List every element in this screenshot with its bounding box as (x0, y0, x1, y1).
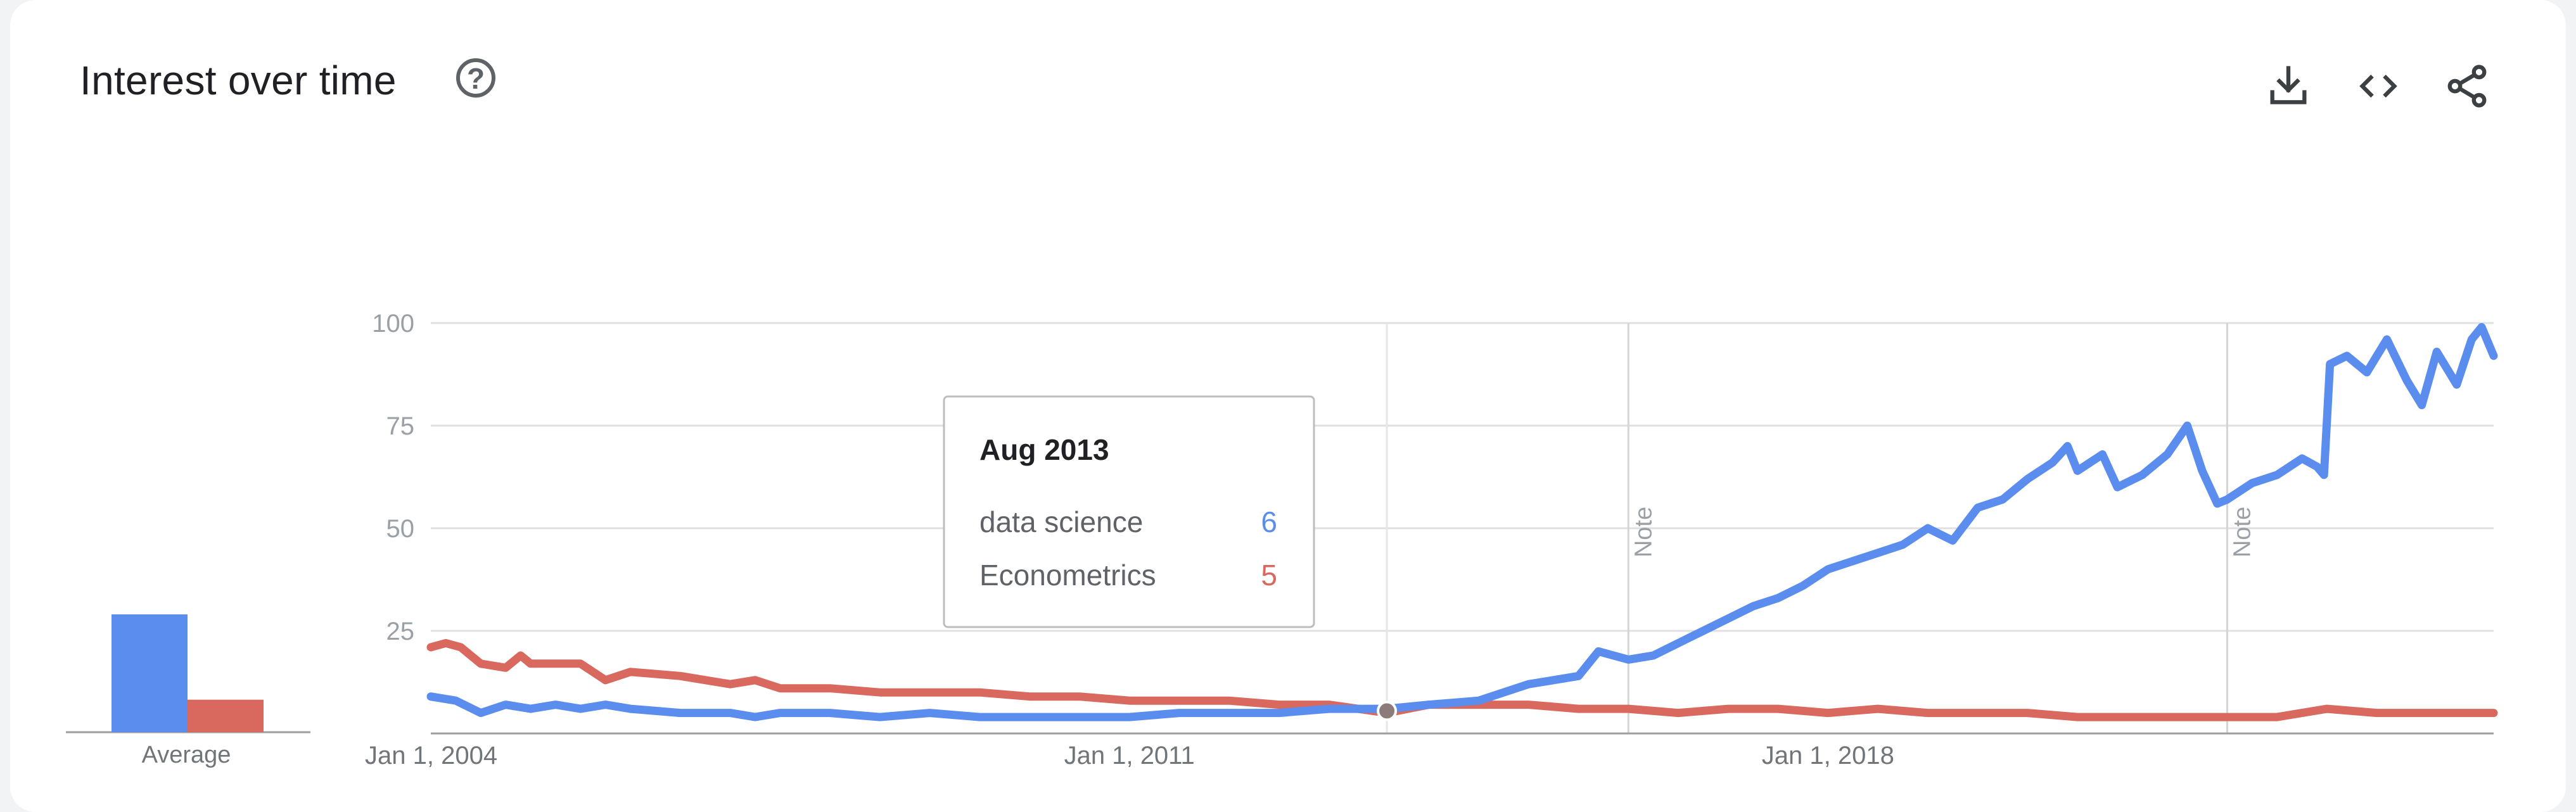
download-icon (2270, 66, 2307, 105)
tooltip-row-label: Econometrics (979, 559, 1156, 592)
card-title: Interest over time (80, 58, 397, 103)
y-tick-label: 25 (386, 618, 415, 645)
average-bar (188, 699, 264, 732)
share-button[interactable] (2443, 62, 2491, 110)
embed-button[interactable] (2354, 62, 2402, 110)
x-tick-label: Jan 1, 2018 (1762, 742, 1894, 770)
y-tick-label: 50 (386, 515, 415, 543)
tooltip-row-label: data science (979, 505, 1143, 538)
download-button[interactable] (2264, 62, 2312, 110)
y-tick-label: 75 (386, 412, 415, 440)
series-line-data-science (426, 323, 2498, 721)
average-bar (112, 614, 188, 732)
tooltip-row-value: 5 (1261, 559, 1277, 592)
tooltip-row-value: 6 (1261, 505, 1277, 538)
y-tick-label: 100 (372, 310, 414, 338)
hover-point (1377, 701, 1398, 721)
note-label: Note (2229, 507, 2255, 557)
code-icon (2359, 74, 2397, 98)
note-label: Note (1630, 507, 1657, 557)
x-tick-label: Jan 1, 2004 (365, 742, 497, 770)
x-tick-label: Jan 1, 2011 (1064, 742, 1195, 770)
help-circle-icon[interactable]: ? (456, 58, 495, 98)
average-label: Average (142, 742, 231, 768)
tooltip-title: Aug 2013 (979, 433, 1109, 466)
share-icon (2447, 65, 2487, 108)
tooltip-box (943, 395, 1315, 628)
